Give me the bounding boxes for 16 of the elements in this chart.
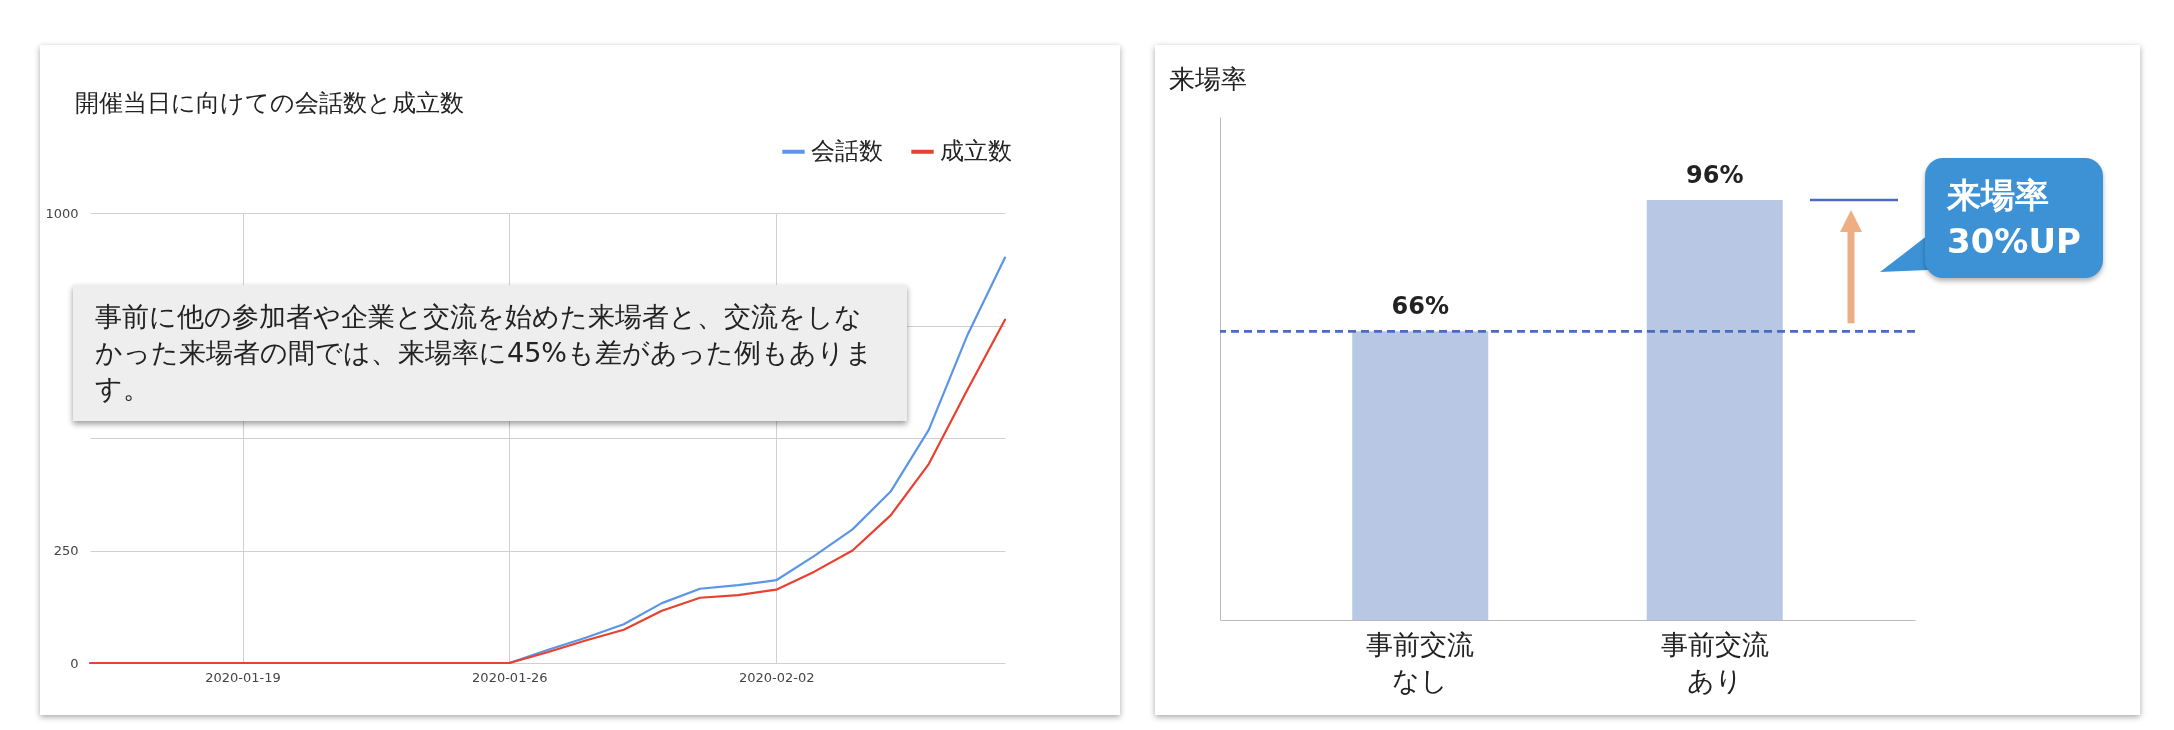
chart-title: 来場率 — [1168, 64, 1247, 94]
y-tick-label: 0 — [70, 655, 79, 671]
x-tick-label: 事前交流なし — [1366, 628, 1475, 696]
x-tick-label: 事前交流あり — [1660, 628, 1769, 696]
annotation: 事前に他の参加者や企業と交流を始めた来場者と、交流をしなかった来場者の間では、来場率に45%も差があった例もあります。 — [73, 285, 907, 421]
data-label: 96% — [1686, 161, 1744, 190]
text: 来場率 30%UP — [1925, 158, 2103, 279]
chart-title: 開催当日に向けての会話数と成立数 — [75, 89, 464, 117]
legend-label: 成立数 — [940, 136, 1012, 165]
x-tick-label: 2020-01-19 — [205, 669, 281, 685]
y-tick-label: 250 — [53, 543, 79, 558]
legend-label: 会話数 — [811, 136, 883, 165]
data-label: 66% — [1391, 292, 1449, 321]
x-tick-label: 2020-02-02 — [738, 669, 815, 685]
y-tick-label: 1000 — [45, 205, 79, 221]
x-tick-label: 2020-01-26 — [472, 669, 548, 685]
